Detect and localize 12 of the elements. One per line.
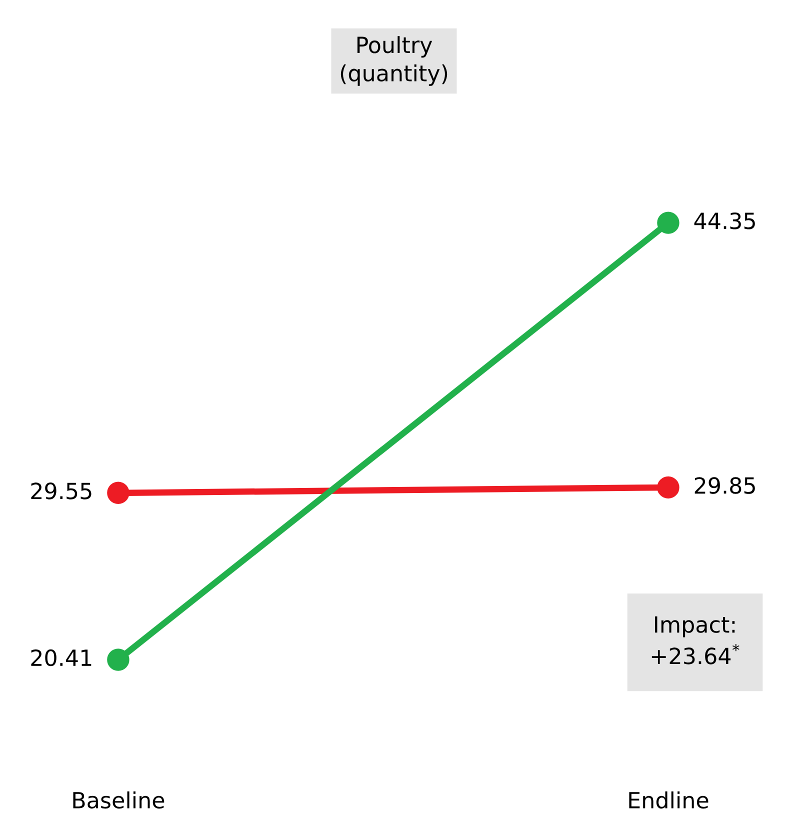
data-label: 44.35 xyxy=(694,212,755,230)
data-label: 29.55 xyxy=(31,482,92,500)
annotation: Impact: +23.64$^{*}$ xyxy=(652,616,740,664)
point xyxy=(657,212,680,234)
point xyxy=(107,482,130,504)
point xyxy=(107,648,130,671)
data-label: 29.85 xyxy=(694,477,755,494)
x-tick-label: Baseline xyxy=(73,791,164,809)
x-tick-label: Endline xyxy=(629,791,708,809)
data-label: 20.41 xyxy=(31,649,92,666)
chart-title: Poultry (quantity) xyxy=(340,36,448,86)
point xyxy=(657,476,680,499)
